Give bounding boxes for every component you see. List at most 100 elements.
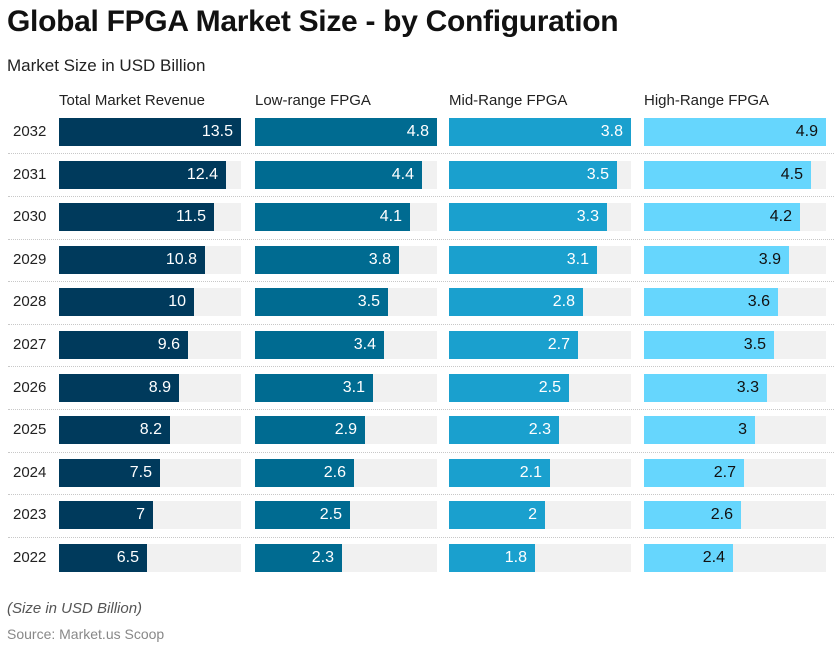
bar-value-label: 2.3 xyxy=(528,421,551,439)
bar xyxy=(255,458,354,487)
bar-value-label: 8.2 xyxy=(139,421,162,439)
chart-title: Global FPGA Market Size - by Configurati… xyxy=(7,5,619,38)
bar-value-label: 7.5 xyxy=(129,463,152,481)
bar xyxy=(255,544,342,572)
bar-track: 2.9 xyxy=(255,416,437,445)
bar-track: 8.2 xyxy=(59,416,241,445)
bar-track: 2.1 xyxy=(449,458,631,487)
bar-value-label: 11.5 xyxy=(176,208,206,226)
bar-value-label: 6.5 xyxy=(116,549,139,566)
bar-track: 3.4 xyxy=(255,331,437,359)
bar-value-label: 10.8 xyxy=(165,250,197,268)
bar-value-label: 4.9 xyxy=(795,123,818,140)
bar-track: 3.5 xyxy=(255,288,437,317)
bar xyxy=(59,288,194,317)
bar xyxy=(59,544,147,572)
row-separator xyxy=(8,409,834,410)
bar-value-label: 8.9 xyxy=(148,378,171,396)
bar xyxy=(644,118,826,146)
bar-value-label: 9.6 xyxy=(157,336,180,353)
bar-value-label: 3.5 xyxy=(357,293,380,311)
year-label: 2031 xyxy=(13,165,47,183)
bar xyxy=(449,203,607,232)
bar-value-label: 3.3 xyxy=(576,208,599,226)
bar xyxy=(59,203,214,232)
bar-value-label: 3.8 xyxy=(368,250,391,268)
bar xyxy=(449,416,559,445)
row-separator xyxy=(8,494,834,495)
bar-track: 9.6 xyxy=(59,331,241,359)
bar-track: 3.6 xyxy=(644,288,826,317)
bar xyxy=(644,331,774,359)
year-label: 2028 xyxy=(13,293,47,311)
bar-track: 7 xyxy=(59,501,241,530)
bar-track: 3.5 xyxy=(644,331,826,359)
bar-value-label: 10 xyxy=(168,293,186,311)
bar-track: 2.6 xyxy=(644,501,826,530)
bar xyxy=(449,288,583,317)
column-header-2: Mid-Range FPGA xyxy=(449,92,568,109)
bar xyxy=(255,501,350,530)
bar xyxy=(449,544,535,572)
row-separator xyxy=(8,153,834,154)
bar-track: 2.5 xyxy=(449,373,631,402)
bar xyxy=(255,245,399,274)
bar-track: 1.8 xyxy=(449,544,631,572)
bar-value-label: 2.1 xyxy=(519,463,542,481)
bar-value-label: 3.3 xyxy=(736,378,759,396)
bar-value-label: 3 xyxy=(738,421,747,439)
bar-value-label: 2.8 xyxy=(552,293,575,311)
bar-value-label: 3.5 xyxy=(586,165,609,183)
bar-value-label: 2.5 xyxy=(319,506,342,524)
chart-subtitle: Market Size in USD Billion xyxy=(7,56,206,75)
bar-value-label: 4.4 xyxy=(391,165,414,183)
bar-value-label: 7 xyxy=(136,506,145,524)
bar-track: 4.5 xyxy=(644,160,826,189)
bar-track: 2.3 xyxy=(449,416,631,445)
row-separator xyxy=(8,239,834,240)
bar-track: 3.1 xyxy=(255,373,437,402)
row-separator xyxy=(8,196,834,197)
bar-track: 2.4 xyxy=(644,544,826,572)
bar-track: 2.7 xyxy=(644,458,826,487)
bar xyxy=(59,458,160,487)
row-separator xyxy=(8,452,834,453)
column-header-1: Low-range FPGA xyxy=(255,92,371,109)
bar-value-label: 2.5 xyxy=(538,378,561,396)
bar-track: 3.8 xyxy=(449,118,631,146)
bar-value-label: 3.5 xyxy=(743,336,766,353)
bar-value-label: 3.1 xyxy=(342,378,365,396)
bar xyxy=(644,203,800,232)
bar xyxy=(449,458,550,487)
year-label: 2029 xyxy=(13,250,47,268)
year-label: 2026 xyxy=(13,378,47,396)
bar xyxy=(59,245,205,274)
bar-track: 2.6 xyxy=(255,458,437,487)
column-header-3: High-Range FPGA xyxy=(644,92,770,109)
bar xyxy=(644,373,767,402)
row-separator xyxy=(8,366,834,367)
bar xyxy=(255,203,410,232)
bar-value-label: 12.4 xyxy=(186,165,218,183)
bar-track: 3.9 xyxy=(644,245,826,274)
bar-value-label: 2 xyxy=(528,506,537,524)
bar xyxy=(449,373,569,402)
bar-track: 4.4 xyxy=(255,160,437,189)
bar xyxy=(59,160,226,189)
bar xyxy=(644,544,733,572)
bar-value-label: 2.4 xyxy=(702,549,725,566)
bar-track: 6.5 xyxy=(59,544,241,572)
bar-track: 2 xyxy=(449,501,631,530)
bar-track: 4.1 xyxy=(255,203,437,232)
bar xyxy=(644,458,744,487)
units-note: (Size in USD Billion) xyxy=(7,600,143,617)
bar xyxy=(644,245,789,274)
bar xyxy=(644,160,811,189)
bar xyxy=(255,118,437,146)
source-credit: Source: Market.us Scoop xyxy=(7,626,165,642)
bar-value-label: 3.8 xyxy=(600,123,623,140)
bar xyxy=(59,501,153,530)
bar-track: 2.7 xyxy=(449,331,631,359)
year-label: 2025 xyxy=(13,421,47,439)
bar-value-label: 2.7 xyxy=(713,463,736,481)
